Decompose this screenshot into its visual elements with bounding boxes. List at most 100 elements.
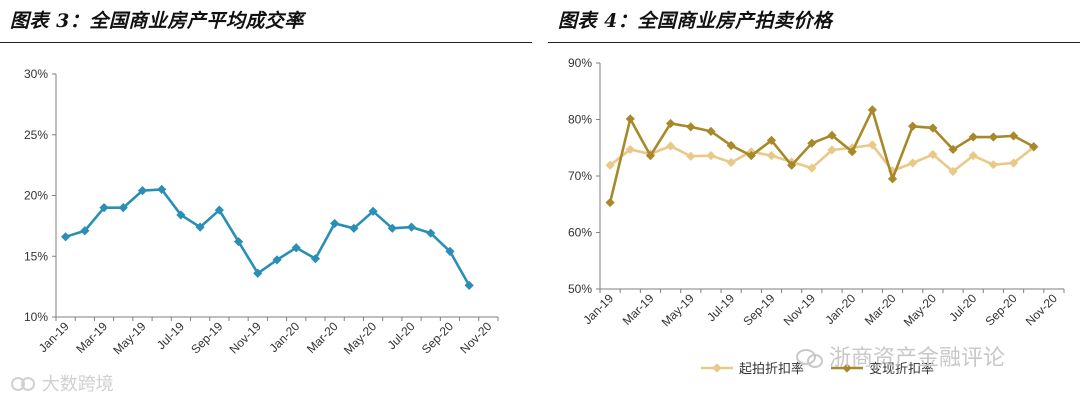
left-line-chart: 10%15%20%25%30%Jan-19 Mar-19 May-19 Jul-19 S… bbox=[24, 67, 499, 357]
right-title-rule bbox=[548, 42, 1080, 43]
chart0-x-tick-label: Mar-19 bbox=[73, 319, 110, 356]
chart0-y-tick-label: 20% bbox=[24, 189, 48, 203]
chart1-series0-point bbox=[968, 151, 978, 161]
chart0-y-tick-label: 10% bbox=[24, 310, 48, 324]
chart0-series0-point bbox=[99, 203, 109, 213]
chart0-series0-point bbox=[464, 280, 474, 291]
chart1-series1-point bbox=[847, 147, 857, 157]
chart1-series1-point bbox=[928, 123, 938, 133]
chart1-series1-point bbox=[766, 135, 777, 146]
chart1-x-tick-label: Mar-19 bbox=[620, 291, 657, 328]
left-watermark: 大数跨境 bbox=[10, 370, 114, 396]
chart0-series0-point bbox=[118, 203, 128, 213]
chart1-series0-point bbox=[686, 151, 696, 161]
chart0-series0-point bbox=[310, 254, 321, 264]
chart0-series0-point bbox=[445, 246, 455, 256]
chart1-legend-swatch-marker bbox=[842, 363, 852, 373]
chart1-y-tick-label: 60% bbox=[568, 226, 592, 240]
chart1-x-tick-label: Sep-19 bbox=[740, 291, 777, 328]
chart1-series1-point bbox=[908, 121, 918, 131]
chart1-legend-label: 起拍折扣率 bbox=[739, 361, 804, 376]
chart0-y-tick-label: 30% bbox=[24, 67, 48, 81]
right-line-chart: 50%60%70%80%90%Jan-19 Mar-19 May-19 Jul-19 S… bbox=[568, 56, 1065, 376]
chart1-series0-point bbox=[867, 140, 877, 150]
chart1-x-tick-label: May-20 bbox=[901, 291, 939, 329]
chart1-series1-point bbox=[666, 118, 676, 129]
chart0-series0-point bbox=[214, 205, 224, 215]
chart1-series1-point bbox=[686, 122, 696, 132]
chart1-series0-point bbox=[625, 144, 635, 155]
chart1-series1-point bbox=[867, 105, 877, 115]
chart0-series0-point bbox=[176, 210, 186, 220]
chart0-x-tick-label: Mar-20 bbox=[304, 319, 341, 356]
chart1-series1-point bbox=[1008, 131, 1019, 141]
chart1-legend-swatch-marker bbox=[712, 363, 722, 373]
chart0-series0-point bbox=[368, 206, 378, 216]
left-watermark-text: 大数跨境 bbox=[41, 374, 114, 395]
chart0-y-tick-label: 15% bbox=[24, 249, 48, 263]
chart1-x-tick-label: Sep-20 bbox=[982, 291, 1019, 328]
chart0-series0-point bbox=[253, 268, 263, 278]
chart1-x-tick-label: Jan-20 bbox=[822, 291, 858, 327]
left-chart-title: 图表 3：全国商业房产平均成交率 bbox=[10, 10, 304, 32]
chart1-series0-point bbox=[666, 141, 676, 151]
left-title-rule bbox=[0, 42, 532, 43]
chart0-series0-point bbox=[426, 228, 436, 238]
chart1-x-tick-label: Jul-19 bbox=[704, 291, 737, 324]
right-chart-panel: 图表 4：全国商业房产拍卖价格 50% 60% 70% 80% 90% Jan-19 Mar… bbox=[548, 0, 1080, 402]
chart1-series1-line bbox=[608, 108, 1035, 203]
chart0-x-tick-label: Sep-19 bbox=[188, 319, 225, 356]
left-chart-panel: 图表 3：全国商业房产平均成交率 10% 15% 20% 25% 30% Jan-19 Ma… bbox=[0, 0, 532, 402]
chart1-series0-point bbox=[706, 151, 716, 161]
chart0-series0-point bbox=[195, 222, 205, 232]
chart1-series1-point bbox=[968, 132, 978, 142]
chart1-series1-point bbox=[726, 140, 736, 151]
chart1-y-tick-label: 70% bbox=[568, 169, 592, 183]
chart0-x-tick-label: Nov-19 bbox=[227, 319, 264, 356]
right-chart-title: 图表 4：全国商业房产拍卖价格 bbox=[558, 10, 833, 32]
chart1-series1-point bbox=[787, 160, 797, 170]
chart0-series0-point bbox=[349, 223, 359, 233]
chart1-y-tick-label: 90% bbox=[568, 56, 592, 70]
chart1-series1-point bbox=[948, 144, 958, 155]
chart1-series0-point bbox=[928, 149, 938, 160]
chart1-y-tick-label: 50% bbox=[568, 282, 592, 296]
chart1-series1-point bbox=[625, 114, 635, 124]
chart1-y-tick-label: 80% bbox=[568, 113, 592, 127]
chart0-series0-point bbox=[272, 255, 282, 265]
chart0-x-tick-label: Jul-19 bbox=[154, 319, 187, 352]
right-watermark-text: 浙商资产金融评论 bbox=[829, 346, 1006, 371]
chart1-series1-point bbox=[605, 197, 615, 208]
chart1-series0-point bbox=[988, 160, 998, 170]
chart0-series0-point bbox=[137, 186, 148, 196]
chart0-x-tick-label: Jan-20 bbox=[266, 319, 302, 355]
chart1-series0-point bbox=[948, 166, 958, 177]
chart1-series0-line bbox=[609, 143, 1035, 173]
chart1-x-tick-label: Nov-20 bbox=[1023, 291, 1060, 328]
chart1-series1-point bbox=[887, 174, 898, 184]
chart0-x-tick-label: Nov-20 bbox=[457, 319, 494, 356]
chart1-series0-point bbox=[726, 157, 736, 168]
chart0-x-tick-label: Sep-20 bbox=[419, 319, 456, 356]
chart0-series0-point bbox=[61, 232, 71, 242]
wechat-logo-icon bbox=[796, 348, 823, 370]
chart0-series0-point bbox=[330, 218, 340, 229]
chart1-series0-point bbox=[827, 145, 837, 155]
chart0-series0-point bbox=[406, 222, 417, 232]
chart0-series0-point bbox=[80, 226, 90, 236]
chart1-series1-point bbox=[807, 138, 817, 148]
chart1-x-tick-label: Nov-19 bbox=[781, 291, 818, 328]
chart0-series0-point bbox=[387, 223, 397, 233]
chart1-x-tick-label: Mar-20 bbox=[862, 291, 899, 328]
chart1-series0-point bbox=[766, 151, 777, 161]
chart1-series0-point bbox=[908, 158, 918, 168]
chart1-x-tick-label: Jul-20 bbox=[946, 291, 979, 324]
right-watermark: 浙商资产金融评论 bbox=[796, 340, 1005, 372]
watermark-logo-icon bbox=[10, 374, 36, 396]
chart1-series1-point bbox=[827, 130, 837, 140]
chart1-series0-point bbox=[807, 163, 817, 173]
chart1-series1-point bbox=[988, 132, 998, 142]
chart1-series1-point bbox=[1029, 142, 1039, 152]
chart0-series0-point bbox=[291, 243, 301, 253]
chart1-series0-point bbox=[1008, 158, 1019, 168]
